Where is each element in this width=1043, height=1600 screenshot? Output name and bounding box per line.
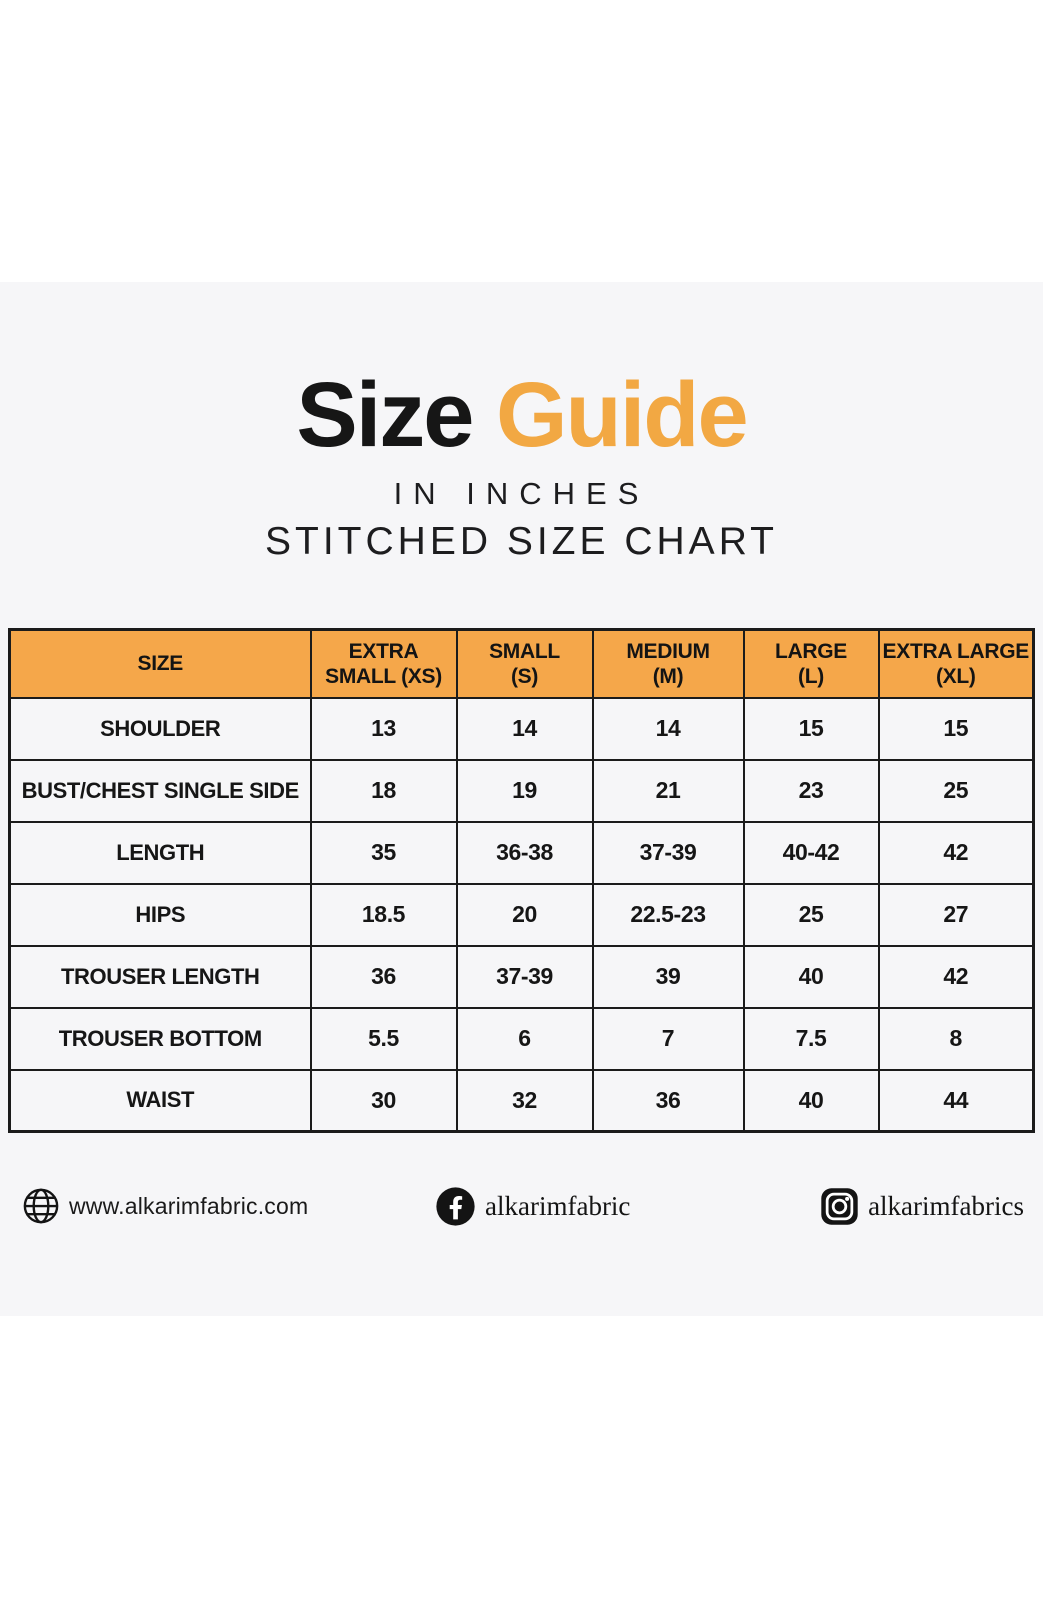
cell-value: 23 — [742, 758, 880, 823]
cell-value: 21 — [591, 758, 745, 823]
footer: www.alkarimfabric.com alkarimfabric — [0, 1178, 1043, 1234]
instagram-link[interactable]: alkarimfabrics — [820, 1178, 1024, 1234]
table-row: TROUSER LENGTH 36 37-39 39 40 42 — [8, 944, 1035, 1009]
header-cell-size: SIZE — [8, 628, 312, 699]
cell-value: 44 — [877, 1068, 1035, 1133]
facebook-handle: alkarimfabric — [485, 1190, 631, 1221]
subtitle-in-inches: IN INCHES — [393, 476, 650, 511]
header-text: (S) — [510, 664, 539, 688]
website-link[interactable]: www.alkarimfabric.com — [22, 1178, 308, 1234]
header-text: SMALL (XS) — [325, 664, 442, 688]
header-text: EXTRA — [348, 639, 419, 663]
size-chart-table: SIZE EXTRA SMALL (XS) SMALL (S) MEDIUM (… — [8, 628, 1035, 1133]
row-label: TROUSER LENGTH — [8, 944, 312, 1009]
row-label: BUST/CHEST SINGLE SIDE — [8, 758, 312, 823]
cell-value: 15 — [742, 696, 880, 761]
website-url: www.alkarimfabric.com — [69, 1192, 309, 1219]
table-row: LENGTH 35 36-38 37-39 40-42 42 — [8, 820, 1035, 885]
cell-value: 35 — [309, 820, 458, 885]
header-text: SMALL — [489, 639, 560, 663]
header-text: MEDIUM — [626, 639, 710, 663]
cell-value: 8 — [877, 1006, 1035, 1071]
header-cell-extra-small: EXTRA SMALL (XS) — [309, 628, 458, 699]
cell-value: 36 — [309, 944, 458, 1009]
instagram-handle: alkarimfabrics — [868, 1190, 1024, 1221]
facebook-icon — [435, 1186, 476, 1227]
instagram-icon — [820, 1187, 859, 1226]
header-cell-extra-large: EXTRA LARGE (XL) — [877, 628, 1035, 699]
cell-value: 7 — [591, 1006, 745, 1071]
header-text: (XL) — [935, 664, 976, 688]
cell-value: 30 — [309, 1068, 458, 1133]
facebook-link[interactable]: alkarimfabric — [435, 1178, 630, 1234]
cell-value: 36 — [591, 1068, 745, 1133]
cell-value: 42 — [877, 820, 1035, 885]
header-cell-large: LARGE (L) — [742, 628, 880, 699]
cell-value: 32 — [455, 1068, 594, 1133]
cell-value: 40 — [742, 1068, 880, 1133]
title-word-size: Size — [296, 364, 474, 466]
table-row: WAIST 30 32 36 40 44 — [8, 1068, 1035, 1133]
header-text: SIZE — [137, 652, 184, 676]
cell-value: 39 — [591, 944, 745, 1009]
globe-icon — [22, 1187, 60, 1225]
header-text: LARGE — [774, 639, 847, 663]
cell-value: 15 — [877, 696, 1035, 761]
header-cell-small: SMALL (S) — [455, 628, 594, 699]
cell-value: 14 — [455, 696, 594, 761]
page-title: Size Guide — [0, 368, 1043, 462]
cell-value: 42 — [877, 944, 1035, 1009]
table-row: SHOULDER 13 14 14 15 15 — [8, 696, 1035, 761]
title-block: Size Guide IN INCHES STITCHED SIZE CHART — [0, 368, 1043, 562]
row-label: TROUSER BOTTOM — [8, 1006, 312, 1071]
cell-value: 19 — [455, 758, 594, 823]
row-label: SHOULDER — [8, 696, 312, 761]
cell-value: 37-39 — [455, 944, 594, 1009]
row-label: LENGTH — [8, 820, 312, 885]
row-label: WAIST — [8, 1068, 312, 1133]
cell-value: 40-42 — [742, 820, 880, 885]
cell-value: 18.5 — [309, 882, 458, 947]
subtitle-stitched-size-chart: STITCHED SIZE CHART — [265, 520, 778, 563]
cell-value: 25 — [742, 882, 880, 947]
cell-value: 36-38 — [455, 820, 594, 885]
header-row: SIZE EXTRA SMALL (XS) SMALL (S) MEDIUM (… — [8, 628, 1035, 699]
table-row: BUST/CHEST SINGLE SIDE 18 19 21 23 25 — [8, 758, 1035, 823]
cell-value: 40 — [742, 944, 880, 1009]
title-word-guide: Guide — [495, 364, 749, 466]
row-label: HIPS — [8, 882, 312, 947]
cell-value: 6 — [455, 1006, 594, 1071]
header-text: (M) — [652, 664, 684, 688]
cell-value: 37-39 — [591, 820, 745, 885]
table-row: TROUSER BOTTOM 5.5 6 7 7.5 8 — [8, 1006, 1035, 1071]
cell-value: 18 — [309, 758, 458, 823]
table-row: HIPS 18.5 20 22.5-23 25 27 — [8, 882, 1035, 947]
header-text: EXTRA LARGE — [882, 639, 1030, 663]
cell-value: 25 — [877, 758, 1035, 823]
header-cell-medium: MEDIUM (M) — [591, 628, 745, 699]
cell-value: 14 — [591, 696, 745, 761]
size-table-body: SHOULDER 13 14 14 15 15 BUST/CHEST SINGLE SIDE… — [8, 696, 1035, 1133]
cell-value: 5.5 — [309, 1006, 458, 1071]
cell-value: 27 — [877, 882, 1035, 947]
cell-value: 13 — [309, 696, 458, 761]
cell-value: 20 — [455, 882, 594, 947]
header-text: (L) — [798, 664, 824, 688]
cell-value: 22.5-23 — [591, 882, 745, 947]
cell-value: 7.5 — [742, 1006, 880, 1071]
